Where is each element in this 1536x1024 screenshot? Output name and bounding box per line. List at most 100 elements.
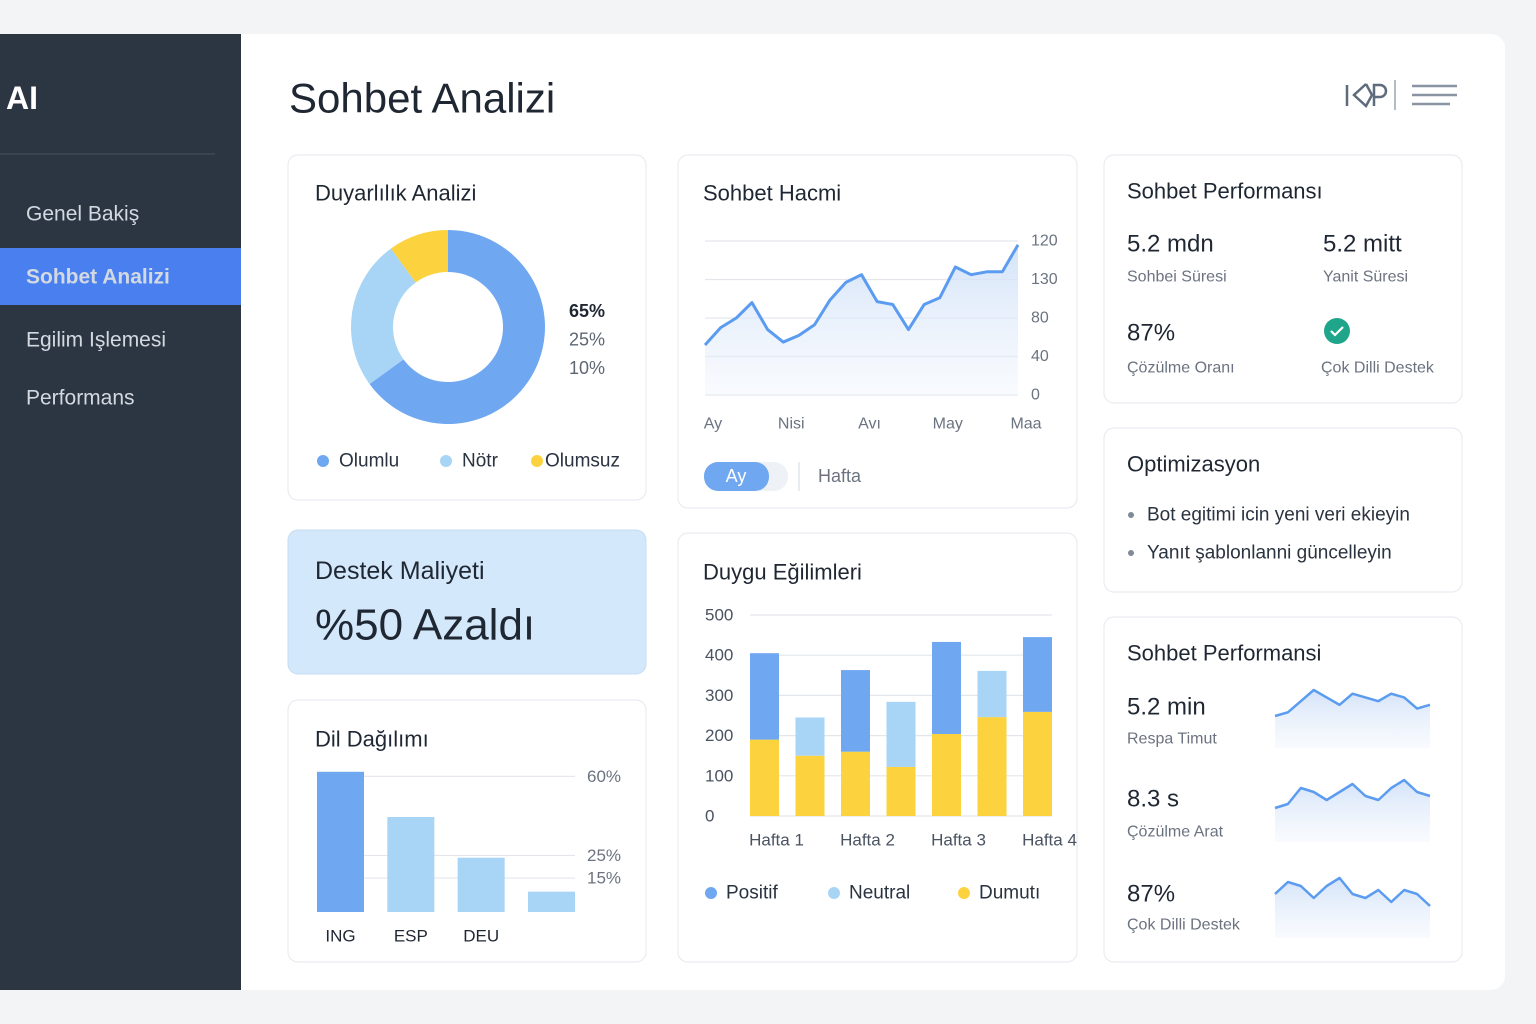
- highlight-value: %50 Azaldı: [315, 601, 535, 650]
- x-tick-label: Nisi: [778, 416, 805, 433]
- metric-value: 5.2 mdn: [1127, 231, 1214, 258]
- nav-item[interactable]: Egilim Işlemesi: [26, 329, 166, 352]
- sparkline: [1274, 876, 1431, 907]
- y-tick-label: 15%: [587, 869, 621, 888]
- legend-label: Nötr: [462, 451, 499, 472]
- sparkline-area: [1275, 878, 1430, 938]
- y-tick-label: 120: [1031, 233, 1058, 250]
- donut-slice: [390, 230, 448, 283]
- legend-label: Positif: [726, 883, 778, 904]
- bar-segment: [1023, 711, 1052, 816]
- menu-button[interactable]: [1412, 84, 1457, 106]
- bullet: [1128, 550, 1134, 556]
- legend-swatch: [440, 455, 452, 467]
- y-tick-label: 80: [1031, 310, 1049, 327]
- bar-segment: [977, 670, 1007, 718]
- legend-swatch: [958, 887, 970, 899]
- legend-label: Neutral: [849, 883, 910, 904]
- card-title: Optimizasyon: [1127, 452, 1260, 477]
- metric-value: 5.2 min: [1127, 694, 1206, 721]
- card: [677, 532, 1078, 963]
- y-tick-label: 500: [705, 606, 733, 625]
- y-tick-label: 0: [1031, 387, 1040, 404]
- donut-slice: [369, 230, 546, 425]
- nav-item[interactable]: Genel Bakiş: [26, 203, 139, 226]
- sidebar: [0, 34, 241, 990]
- bar-segment: [886, 766, 916, 816]
- card: [287, 154, 647, 501]
- card: [1103, 427, 1463, 593]
- legend-swatch: [705, 887, 717, 899]
- value-label: 25%: [569, 330, 605, 350]
- bar-segment: [841, 751, 870, 816]
- bar-segment: [932, 641, 961, 734]
- bar-segment: [795, 755, 825, 816]
- x-tick-label: Avı: [858, 416, 881, 433]
- card: [287, 529, 647, 675]
- x-tick-label: Ay: [704, 416, 722, 433]
- legend-label: Olumsuz: [545, 451, 620, 472]
- list-item: Bot egitimi icin yeni veri ekieyin: [1147, 505, 1410, 526]
- card-title: Dil Dağılımı: [315, 727, 429, 752]
- bar-segment: [932, 733, 961, 816]
- x-tick-label: May: [933, 416, 963, 433]
- toggle-active: [704, 462, 769, 491]
- x-tick-label: Hafta 4: [1022, 831, 1077, 850]
- y-tick-label: 0: [705, 807, 714, 826]
- metric-label: Çok Dilli Destek: [1127, 917, 1241, 934]
- x-tick-label: ESP: [394, 927, 428, 946]
- bar-segment: [1023, 637, 1052, 712]
- bar-segment: [977, 717, 1007, 816]
- x-tick-label: Hafta 1: [749, 831, 804, 850]
- card-title: Sohbet Performansı: [1127, 179, 1323, 204]
- x-tick-label: Hafta 3: [931, 831, 986, 850]
- y-tick-label: 25%: [587, 846, 621, 865]
- legend-swatch: [531, 455, 543, 467]
- sparkline: [1274, 778, 1431, 810]
- value-label: 65%: [569, 301, 605, 321]
- bar: [528, 891, 575, 912]
- legend-swatch: [828, 887, 840, 899]
- bar-segment: [886, 701, 916, 767]
- y-tick-label: 300: [705, 686, 733, 705]
- x-tick-label: ING: [325, 927, 355, 946]
- legend-label: Olumlu: [339, 451, 399, 472]
- sparkline-area: [1275, 690, 1430, 748]
- metric-value: 87%: [1127, 881, 1175, 908]
- check-icon: [1324, 318, 1350, 344]
- bar-segment: [750, 739, 779, 816]
- x-tick-label: DEU: [463, 927, 499, 946]
- metric-value: 5.2 mitt: [1323, 231, 1402, 258]
- list-item: Yanıt şablonlanni güncelleyin: [1147, 543, 1392, 564]
- page-title: Sohbet Analizi: [289, 75, 555, 122]
- sparkline: [1274, 688, 1431, 718]
- donut-slice: [351, 248, 416, 385]
- y-tick-label: 60%: [587, 767, 621, 786]
- line: [703, 244, 1020, 346]
- bar-segment: [841, 670, 870, 752]
- y-tick-label: 130: [1031, 271, 1058, 288]
- toggle-option[interactable]: Hafta: [818, 466, 862, 486]
- card-title: Sohbet Hacmi: [703, 181, 841, 206]
- value-label: 10%: [569, 358, 605, 378]
- x-tick-label: Maa: [1010, 416, 1041, 433]
- bar-segment: [750, 653, 779, 740]
- metric-label: Sohbei Süresi: [1127, 269, 1227, 286]
- y-tick-label: 400: [705, 646, 733, 665]
- y-tick-label: 40: [1031, 348, 1049, 365]
- card-title: Destek Maliyeti: [315, 557, 485, 585]
- toggle-option[interactable]: Ay: [726, 466, 747, 486]
- card: [1103, 154, 1463, 404]
- sparkline-area: [1275, 780, 1430, 842]
- area: [705, 244, 1018, 395]
- nav-item[interactable]: Performans: [26, 387, 135, 410]
- bar: [387, 817, 435, 912]
- metric-value: 87%: [1127, 320, 1175, 347]
- metric-label: Respa Timut: [1127, 731, 1217, 748]
- metric-label: Çözülme Oranı: [1127, 360, 1235, 377]
- card-title: Duyarlılık Analizi: [315, 181, 476, 206]
- metric-value: 8.3 s: [1127, 786, 1179, 813]
- nav-item[interactable]: Sohbet Analizi: [26, 266, 170, 289]
- legend-swatch: [317, 455, 329, 467]
